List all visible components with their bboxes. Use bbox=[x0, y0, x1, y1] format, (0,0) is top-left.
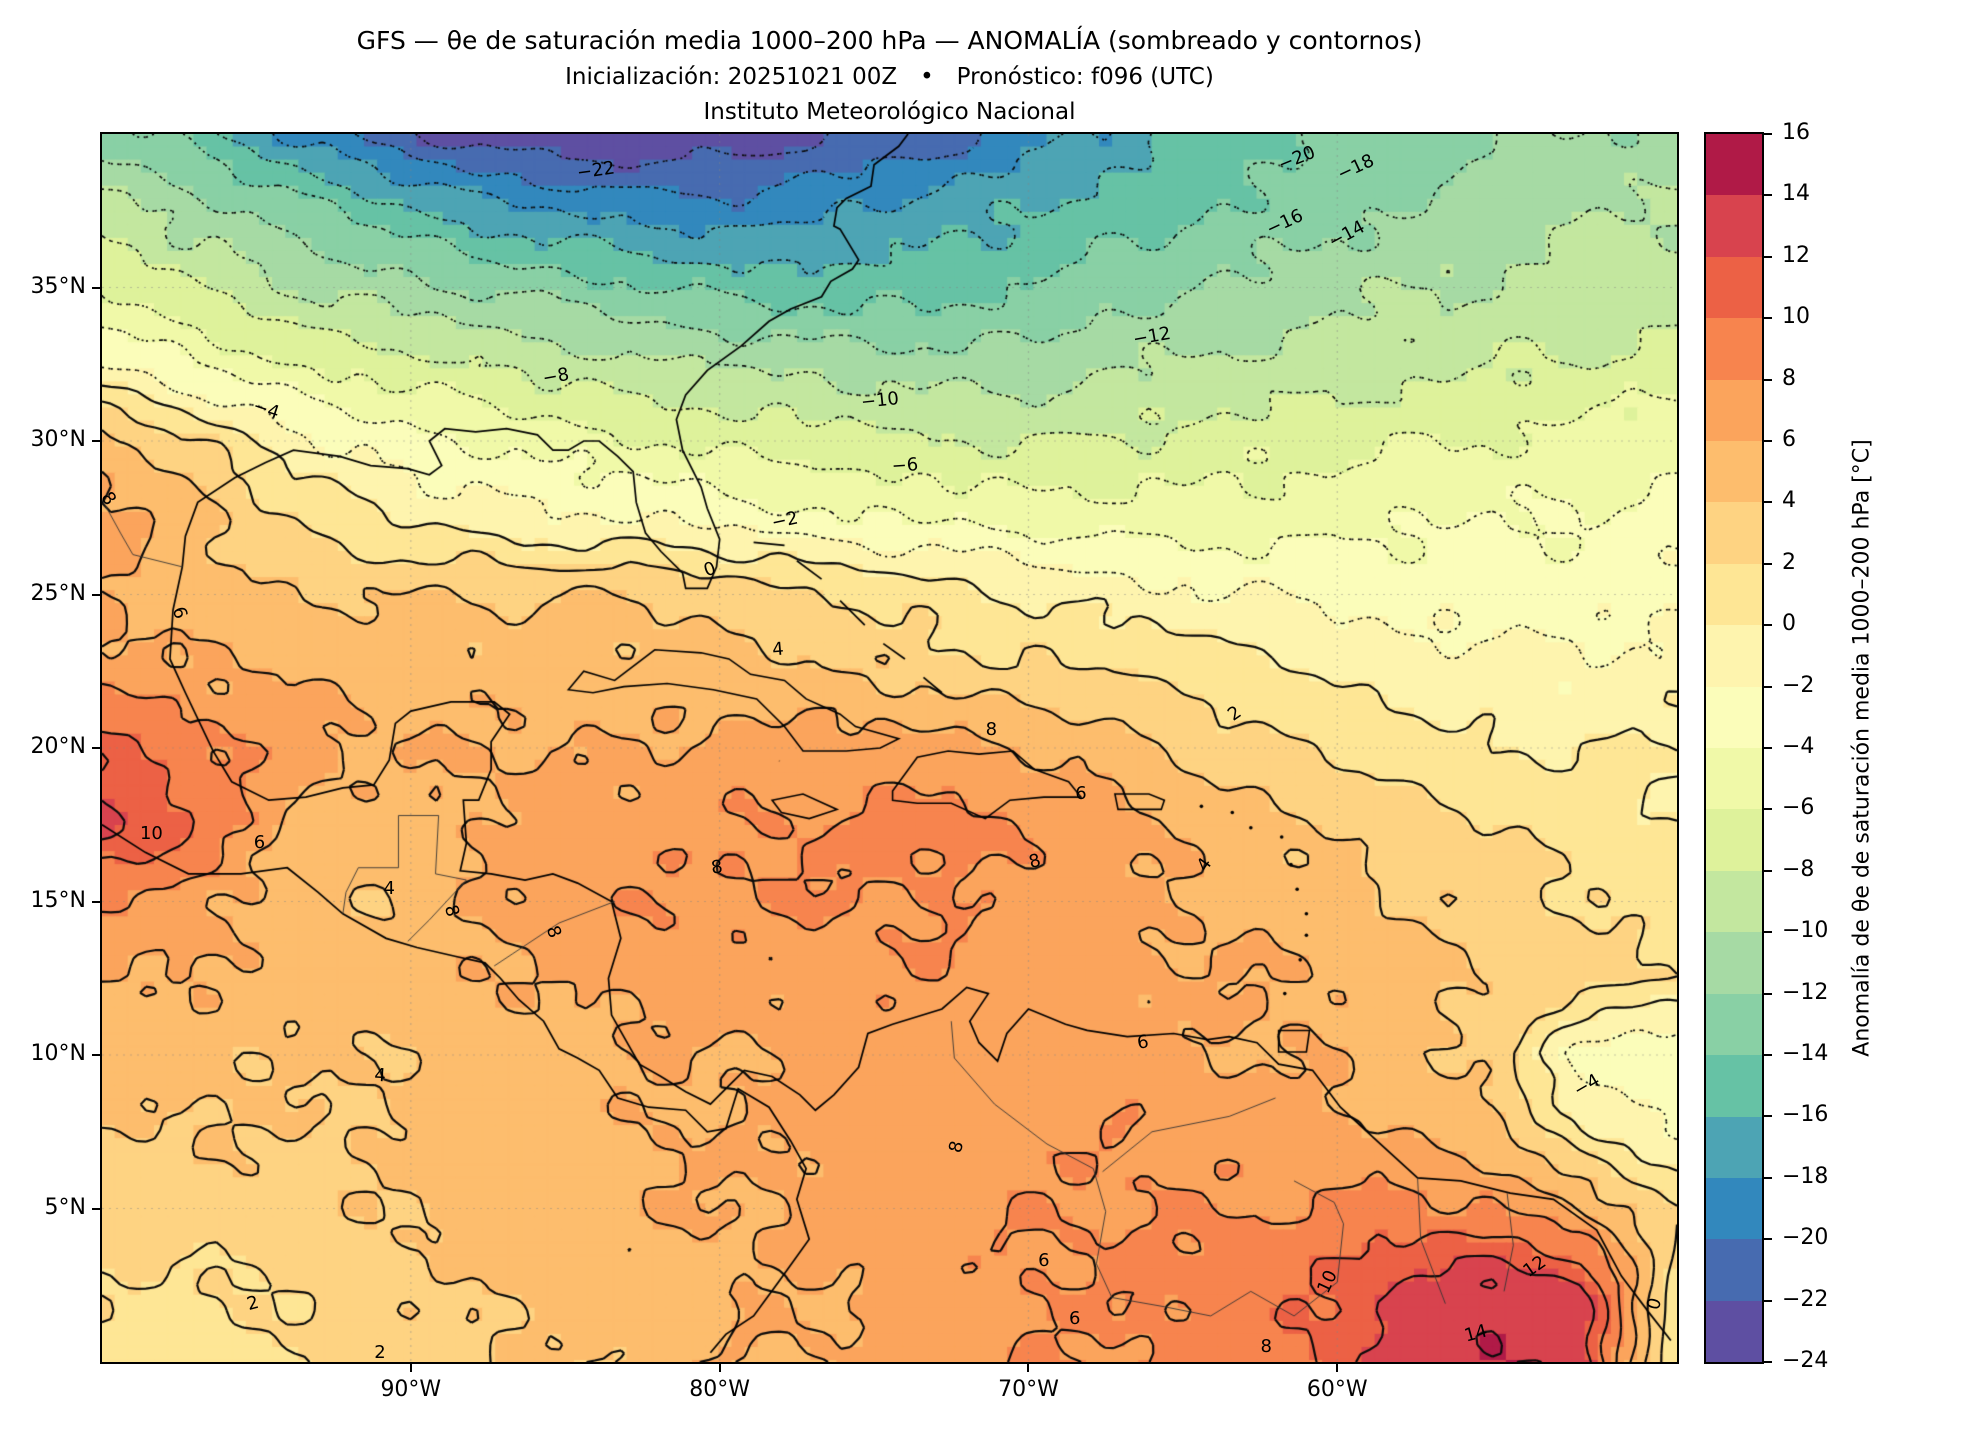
colorbar-tick bbox=[1764, 624, 1772, 627]
chart-institution: Instituto Meteorológico Nacional bbox=[703, 99, 1076, 125]
x-axis-tick bbox=[409, 1364, 412, 1372]
y-axis-tick bbox=[92, 440, 100, 442]
colorbar-tick bbox=[1764, 440, 1772, 442]
y-axis-tick bbox=[92, 593, 100, 596]
colorbar-tick bbox=[1764, 194, 1772, 197]
colorbar-tick-label: 16 bbox=[1782, 120, 1810, 145]
x-axis-tick bbox=[718, 1364, 721, 1372]
colorbar-swatch bbox=[1706, 993, 1762, 1056]
colorbar-tick-label: −14 bbox=[1782, 1041, 1829, 1066]
colorbar-tick bbox=[1764, 1299, 1772, 1302]
colorbar-tick-label: 0 bbox=[1782, 611, 1796, 637]
colorbar-axis-label: Anomalía de θe de saturación media 1000–… bbox=[1849, 439, 1875, 1057]
colorbar-swatch bbox=[1706, 256, 1762, 319]
colorbar-swatch bbox=[1706, 625, 1762, 687]
colorbar-tick bbox=[1764, 1361, 1772, 1363]
colorbar-swatch bbox=[1706, 502, 1762, 564]
y-axis-tick bbox=[92, 900, 100, 903]
y-axis-tick bbox=[92, 1054, 100, 1056]
y-axis-tick-label: 10°N bbox=[30, 1041, 86, 1066]
colorbar-swatch bbox=[1706, 563, 1762, 626]
colorbar-swatch bbox=[1706, 1300, 1762, 1363]
colorbar-swatch bbox=[1706, 318, 1762, 380]
y-axis-tick bbox=[92, 286, 100, 289]
colorbar-tick-label: 6 bbox=[1782, 427, 1796, 452]
colorbar-swatch bbox=[1706, 870, 1762, 933]
colorbar-tick-label: −12 bbox=[1782, 979, 1829, 1005]
colorbar-tick bbox=[1764, 992, 1772, 995]
x-axis-tick-label: 80°W bbox=[689, 1377, 751, 1402]
colorbar-tick bbox=[1764, 747, 1772, 749]
colorbar-tick-label: −18 bbox=[1782, 1163, 1829, 1189]
colorbar-swatch bbox=[1706, 932, 1762, 994]
colorbar-tick bbox=[1764, 869, 1772, 872]
colorbar-tick-label: −16 bbox=[1782, 1102, 1829, 1128]
y-axis-tick bbox=[92, 747, 100, 749]
colorbar-swatch bbox=[1706, 809, 1762, 871]
colorbar-swatch bbox=[1706, 1239, 1762, 1301]
colorbar-tick bbox=[1764, 931, 1772, 934]
colorbar-tick-label: −22 bbox=[1782, 1286, 1829, 1312]
colorbar-tick-label: 14 bbox=[1782, 181, 1810, 207]
map-plot-area: −22 −20 −18 −16 −14 −12 −10 −8 −6 −4 −2 0 2 4 6 8 10 6 4 8 8… bbox=[100, 132, 1679, 1364]
colorbar-tick-label: −8 bbox=[1782, 856, 1815, 882]
x-axis-tick-label: 60°W bbox=[1306, 1377, 1368, 1402]
colorbar-tick-label: 8 bbox=[1782, 365, 1796, 391]
y-axis-tick-label: 25°N bbox=[30, 580, 86, 606]
colorbar-swatch bbox=[1706, 379, 1762, 442]
y-axis-tick bbox=[92, 1207, 100, 1210]
colorbar-tick bbox=[1764, 317, 1772, 320]
colorbar-tick-label: −6 bbox=[1782, 795, 1815, 821]
anomaly-field-canvas bbox=[102, 134, 1677, 1362]
colorbar-tick-label: 12 bbox=[1782, 242, 1810, 268]
colorbar-tick-label: 10 bbox=[1782, 304, 1810, 330]
chart-subtitle-init-forecast: Inicialización: 20251021 00Z • Pronóstic… bbox=[565, 64, 1214, 90]
colorbar-swatch bbox=[1706, 195, 1762, 257]
colorbar-tick bbox=[1764, 255, 1772, 258]
colorbar-swatch bbox=[1706, 748, 1762, 810]
y-axis-tick-label: 35°N bbox=[30, 273, 86, 299]
colorbar-swatch bbox=[1706, 1055, 1762, 1117]
x-axis-tick bbox=[1336, 1364, 1339, 1372]
colorbar-tick-label: −24 bbox=[1782, 1348, 1829, 1373]
colorbar-tick bbox=[1764, 133, 1772, 135]
y-axis-tick-label: 20°N bbox=[30, 734, 86, 759]
x-axis-tick-label: 90°W bbox=[380, 1377, 442, 1402]
y-axis-tick-label: 30°N bbox=[30, 427, 86, 452]
colorbar-tick-label: −2 bbox=[1782, 672, 1815, 698]
colorbar-tick bbox=[1764, 562, 1772, 565]
x-axis-tick bbox=[1027, 1364, 1030, 1372]
chart-title: GFS — θe de saturación media 1000–200 hP… bbox=[356, 26, 1423, 55]
colorbar-swatch bbox=[1706, 1177, 1762, 1240]
x-axis-tick-label: 70°W bbox=[998, 1377, 1059, 1402]
colorbar-tick-label: −10 bbox=[1782, 918, 1829, 944]
y-axis-tick-label: 5°N bbox=[44, 1194, 86, 1220]
colorbar-tick bbox=[1764, 685, 1772, 688]
colorbar-swatch bbox=[1706, 134, 1762, 196]
colorbar-tick bbox=[1764, 1054, 1772, 1056]
colorbar-tick-label: 4 bbox=[1782, 488, 1796, 514]
colorbar-swatch bbox=[1706, 441, 1762, 503]
colorbar-tick bbox=[1764, 501, 1772, 504]
colorbar-tick bbox=[1764, 1176, 1772, 1179]
colorbar-tick-label: 2 bbox=[1782, 549, 1796, 575]
colorbar-tick bbox=[1764, 1115, 1772, 1118]
colorbar bbox=[1704, 132, 1764, 1364]
colorbar-tick-label: −20 bbox=[1782, 1225, 1829, 1251]
colorbar-tick bbox=[1764, 1238, 1772, 1241]
colorbar-swatch bbox=[1706, 686, 1762, 749]
colorbar-tick-label: −4 bbox=[1782, 734, 1815, 759]
colorbar-tick bbox=[1764, 808, 1772, 811]
y-axis-tick-label: 15°N bbox=[30, 887, 86, 913]
colorbar-swatch bbox=[1706, 1116, 1762, 1178]
colorbar-tick bbox=[1764, 378, 1772, 381]
